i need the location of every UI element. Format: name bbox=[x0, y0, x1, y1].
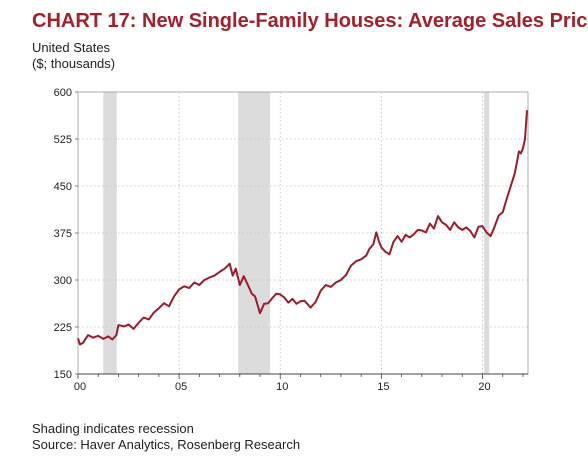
y-tick-label-4: 450 bbox=[54, 181, 72, 193]
y-tick-label-3: 375 bbox=[54, 228, 72, 240]
x-tick-label-0: 00 bbox=[74, 381, 86, 393]
chart-subtitle-units: ($; thousands) bbox=[32, 56, 116, 71]
x-tick-label-3: 15 bbox=[377, 381, 389, 393]
chart-subtitle-region: United States bbox=[32, 40, 111, 55]
footnote-source: Source: Haver Analytics, Rosenberg Resea… bbox=[32, 437, 301, 452]
y-tick-label-5: 525 bbox=[54, 134, 72, 146]
y-tick-label-6: 600 bbox=[54, 87, 72, 99]
series-line-0 bbox=[77, 110, 528, 346]
footnote-shading: Shading indicates recession bbox=[32, 421, 194, 436]
x-tick-label-1: 05 bbox=[175, 381, 187, 393]
y-tick-label-2: 300 bbox=[54, 275, 72, 287]
x-tick-label-2: 10 bbox=[276, 381, 288, 393]
y-tick-label-0: 150 bbox=[54, 369, 72, 381]
y-tick-label-1: 225 bbox=[54, 322, 72, 334]
chart-title: CHART 17: New Single-Family Houses: Aver… bbox=[32, 10, 588, 32]
x-tick-label-4: 20 bbox=[478, 381, 490, 393]
